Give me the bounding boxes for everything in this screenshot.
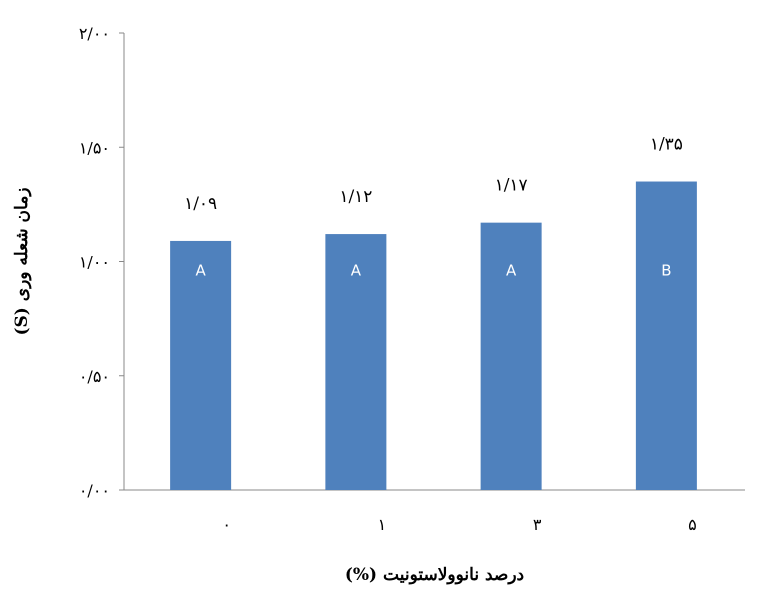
x-axis-title: درصد نانوولاستونیت (%)	[345, 565, 524, 585]
bar-value-label: ۱/۰۹	[184, 194, 217, 214]
bar-value-label: ۱/۳۵	[650, 135, 683, 155]
y-tick-label: ۱/۵۰	[79, 138, 110, 157]
bars: ۱/۰۹ A ۱/۱۲ A ۱/۱۷ A ۱/۳۵ B	[170, 135, 697, 490]
bar	[170, 240, 232, 490]
x-tick-label: ۱	[378, 515, 387, 534]
bar-group-letter: A	[351, 262, 362, 280]
x-tick-label: ۰	[222, 515, 231, 534]
bar-value-label: ۱/۱۲	[339, 187, 372, 207]
bar	[635, 181, 697, 490]
bar-group-letter: A	[195, 262, 206, 280]
bar-value-label: ۱/۱۷	[495, 176, 528, 196]
bar-group-letter: A	[506, 262, 517, 280]
x-ticks: ۰ ۱ ۳ ۵	[222, 515, 696, 534]
x-tick-label: ۳	[533, 515, 542, 534]
y-tick-label: ۰/۰۰	[79, 481, 110, 500]
y-ticks: ۰/۰۰ ۰/۵۰ ۱/۰۰ ۱/۵۰ ۲/۰۰	[79, 24, 124, 500]
y-tick-label: ۱/۰۰	[79, 253, 110, 272]
x-tick-label: ۵	[688, 515, 697, 534]
y-tick-label: ۰/۵۰	[79, 367, 110, 386]
y-axis-title: زمان شعله وری (S)	[12, 187, 32, 335]
bar	[325, 234, 387, 490]
bar	[480, 222, 542, 490]
bar-group-letter: B	[661, 262, 671, 280]
y-tick-label: ۲/۰۰	[79, 24, 110, 43]
